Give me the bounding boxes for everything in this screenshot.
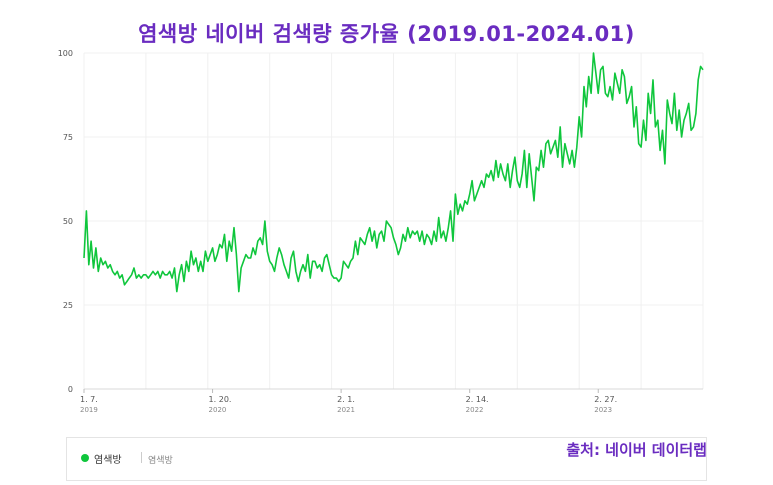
legend: 염색방 염색방 (66, 437, 707, 481)
legend-dot-icon (81, 454, 89, 462)
x-tick-year: 2020 (209, 406, 227, 414)
y-tick-label: 0 (68, 385, 73, 394)
x-tick-label: 2. 27. (594, 395, 617, 404)
y-tick-label: 25 (63, 301, 73, 310)
series-line (83, 52, 704, 293)
x-tick-label: 2. 1. (337, 395, 355, 404)
y-tick-label: 100 (58, 49, 73, 58)
x-tick-label: 1. 20. (209, 395, 232, 404)
y-tick-label: 50 (63, 217, 73, 226)
x-tick-year: 2023 (594, 406, 612, 414)
chart-title: 염색방 네이버 검색량 증가율 (2019.01-2024.01) (138, 22, 635, 46)
legend-separator (141, 452, 142, 463)
x-tick-label: 1. 7. (80, 395, 98, 404)
legend-sub-label: 염색방 (148, 456, 173, 466)
y-tick-label: 75 (63, 133, 73, 142)
source-label: 출처: 네이버 데이터랩 (566, 441, 707, 459)
x-tick-year: 2021 (337, 406, 355, 414)
x-tick-year: 2019 (80, 406, 98, 414)
x-tick-label: 2. 14. (466, 395, 489, 404)
x-tick-year: 2022 (466, 406, 484, 414)
legend-label[interactable]: 염색방 (94, 455, 122, 466)
